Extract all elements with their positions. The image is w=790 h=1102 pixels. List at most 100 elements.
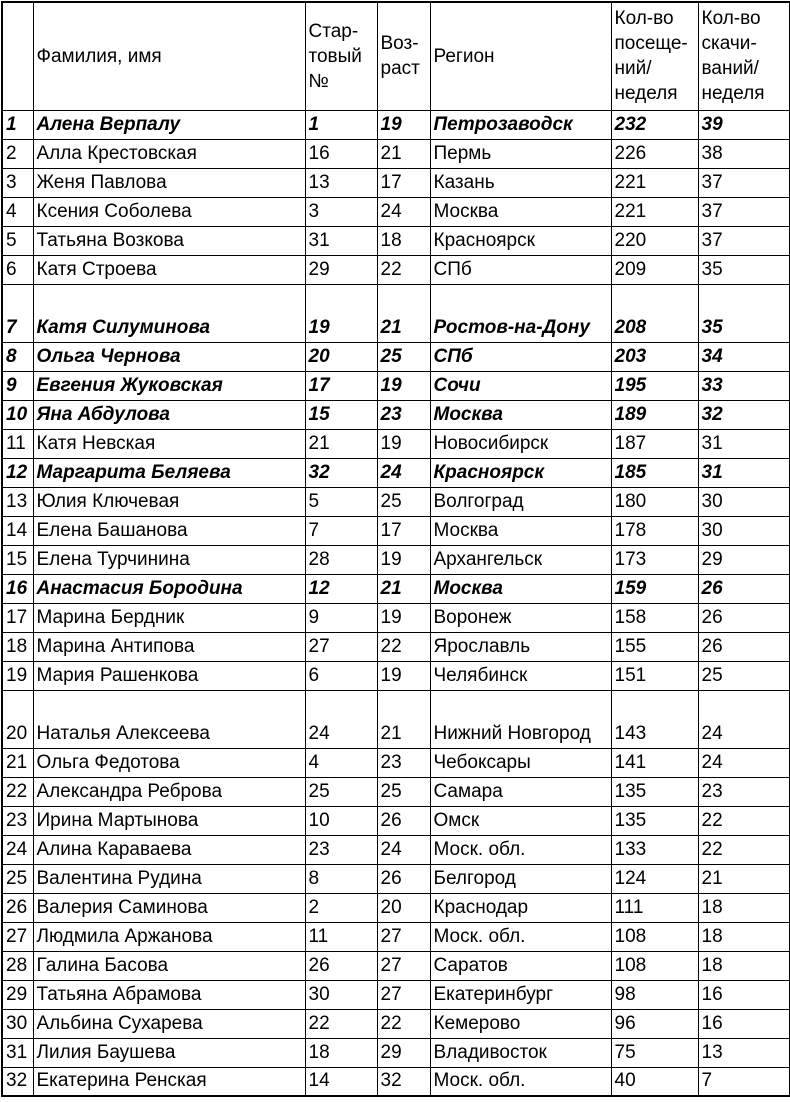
- table-row: 3 Женя Павлова 13 17 Казань 221 37: [1, 167, 790, 198]
- cell-region: Ростов-на-Дону: [429, 283, 612, 343]
- cell-downloads: 37: [697, 167, 790, 198]
- cell-downloads: 30: [697, 486, 790, 517]
- cell-start: 13: [304, 167, 378, 198]
- cell-name: Елена Башанова: [32, 515, 306, 546]
- cell-downloads: 37: [697, 196, 790, 227]
- cell-region: Воронеж: [429, 602, 612, 633]
- cell-start: 28: [304, 544, 378, 575]
- cell-name: Марина Антипова: [32, 631, 306, 662]
- cell-num: 10: [1, 399, 34, 430]
- cell-name: Галина Басова: [32, 950, 306, 981]
- cell-downloads: 33: [697, 370, 790, 401]
- cell-region: Красноярск: [429, 225, 612, 256]
- cell-visits: 111: [610, 892, 699, 923]
- cell-visits: 187: [610, 428, 699, 459]
- table-row: 17 Марина Бердник 9 19 Воронеж 158 26: [1, 602, 790, 633]
- cell-name: Алена Верпалу: [32, 109, 306, 140]
- cell-downloads: 24: [697, 689, 790, 749]
- cell-region: Архангельск: [429, 544, 612, 575]
- cell-num: 22: [1, 776, 34, 807]
- cell-visits: 159: [610, 573, 699, 604]
- cell-num: 27: [1, 921, 34, 952]
- cell-downloads: 24: [697, 747, 790, 778]
- cell-num: 12: [1, 457, 34, 488]
- cell-visits: 173: [610, 544, 699, 575]
- table-row: 25 Валентина Рудина 8 26 Белгород 124 21: [1, 863, 790, 894]
- cell-num: 30: [1, 1008, 34, 1039]
- cell-age: 18: [376, 225, 431, 256]
- cell-name: Юлия Ключевая: [32, 486, 306, 517]
- cell-region: СПб: [429, 341, 612, 372]
- cell-name: Ирина Мартынова: [32, 805, 306, 836]
- cell-downloads: 23: [697, 776, 790, 807]
- cell-downloads: 30: [697, 515, 790, 546]
- cell-age: 26: [376, 805, 431, 836]
- cell-downloads: 22: [697, 834, 790, 865]
- cell-start: 19: [304, 283, 378, 343]
- cell-region: Екатеринбург: [429, 979, 612, 1010]
- cell-age: 17: [376, 167, 431, 198]
- cell-name: Маргарита Беляева: [32, 457, 306, 488]
- column-header-name: Фамилия, имя: [32, 1, 306, 111]
- cell-start: 24: [304, 689, 378, 749]
- column-header-downloads: Кол-во скачи- ваний/ неделя: [697, 1, 790, 111]
- cell-num: 1: [1, 109, 34, 140]
- cell-visits: 226: [610, 138, 699, 169]
- cell-age: 22: [376, 1008, 431, 1039]
- cell-start: 29: [304, 254, 378, 285]
- cell-name: Марина Бердник: [32, 602, 306, 633]
- cell-age: 22: [376, 631, 431, 662]
- cell-region: Москва: [429, 196, 612, 227]
- cell-num: 32: [1, 1066, 34, 1097]
- cell-region: Москва: [429, 515, 612, 546]
- cell-name: Валерия Саминова: [32, 892, 306, 923]
- table-row: 9 Евгения Жуковская 17 19 Сочи 195 33: [1, 370, 790, 401]
- cell-name: Наталья Алексеева: [32, 689, 306, 749]
- cell-age: 24: [376, 457, 431, 488]
- cell-num: 2: [1, 138, 34, 169]
- cell-name: Ксения Соболева: [32, 196, 306, 227]
- cell-downloads: 18: [697, 921, 790, 952]
- table-header: Фамилия, имя Стар- товый № Воз- раст Рег…: [1, 1, 790, 111]
- cell-start: 18: [304, 1037, 378, 1068]
- cell-region: Моск. обл.: [429, 1066, 612, 1097]
- cell-visits: 141: [610, 747, 699, 778]
- cell-region: Самара: [429, 776, 612, 807]
- cell-start: 21: [304, 428, 378, 459]
- cell-region: СПб: [429, 254, 612, 285]
- cell-visits: 143: [610, 689, 699, 749]
- cell-name: Елена Турчинина: [32, 544, 306, 575]
- cell-region: Сочи: [429, 370, 612, 401]
- cell-start: 27: [304, 631, 378, 662]
- cell-name: Катя Силуминова: [32, 283, 306, 343]
- cell-age: 25: [376, 341, 431, 372]
- table-row: 5 Татьяна Возкова 31 18 Красноярск 220 37: [1, 225, 790, 256]
- cell-start: 32: [304, 457, 378, 488]
- cell-name: Мария Рашенкова: [32, 660, 306, 691]
- cell-num: 28: [1, 950, 34, 981]
- cell-visits: 180: [610, 486, 699, 517]
- cell-region: Краснодар: [429, 892, 612, 923]
- cell-region: Пермь: [429, 138, 612, 169]
- header-row: Фамилия, имя Стар- товый № Воз- раст Рег…: [1, 1, 790, 111]
- cell-age: 21: [376, 689, 431, 749]
- cell-age: 26: [376, 863, 431, 894]
- cell-name: Александра Реброва: [32, 776, 306, 807]
- table-row: 28 Галина Басова 26 27 Саратов 108 18: [1, 950, 790, 981]
- cell-age: 27: [376, 979, 431, 1010]
- cell-start: 12: [304, 573, 378, 604]
- cell-start: 30: [304, 979, 378, 1010]
- cell-num: 20: [1, 689, 34, 749]
- table-row: 31 Лилия Баушева 18 29 Владивосток 75 13: [1, 1037, 790, 1068]
- cell-age: 19: [376, 109, 431, 140]
- table-row: 14 Елена Башанова 7 17 Москва 178 30: [1, 515, 790, 546]
- cell-name: Женя Павлова: [32, 167, 306, 198]
- cell-age: 17: [376, 515, 431, 546]
- cell-age: 19: [376, 544, 431, 575]
- table-row: 20 Наталья Алексеева 24 21 Нижний Новгород 14…: [1, 689, 790, 749]
- cell-name: Евгения Жуковская: [32, 370, 306, 401]
- cell-downloads: 25: [697, 660, 790, 691]
- cell-visits: 135: [610, 776, 699, 807]
- column-header-index: [1, 1, 34, 111]
